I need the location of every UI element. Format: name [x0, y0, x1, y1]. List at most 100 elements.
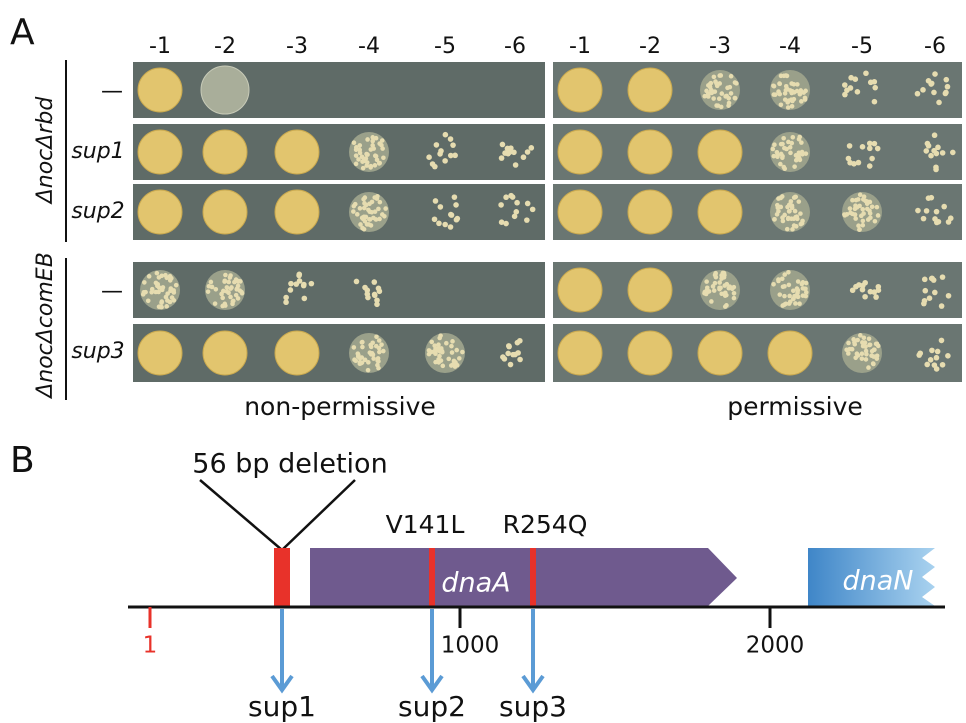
mutation-site	[429, 548, 435, 607]
colony	[366, 368, 371, 373]
colony	[436, 342, 441, 347]
spot	[628, 190, 672, 234]
plate-row	[553, 184, 962, 240]
colony	[508, 145, 514, 151]
colony	[371, 216, 376, 221]
colony	[876, 213, 881, 218]
mutation-label: V141L	[386, 510, 465, 539]
colony	[790, 206, 795, 211]
colony	[367, 209, 372, 214]
spot	[558, 130, 602, 174]
colony	[508, 362, 514, 368]
colony	[376, 286, 382, 292]
colony	[448, 224, 454, 230]
spot	[628, 130, 672, 174]
colony	[922, 277, 928, 283]
spot	[275, 130, 319, 174]
colony	[860, 287, 866, 293]
colony	[772, 142, 777, 147]
colony	[717, 96, 722, 101]
colony	[943, 77, 949, 83]
colony	[161, 285, 166, 290]
colony	[936, 100, 942, 106]
colony	[867, 336, 872, 341]
colony	[716, 103, 721, 108]
colony	[499, 155, 505, 161]
genotype: ΔnocΔrbd	[33, 96, 58, 206]
colony	[941, 204, 947, 210]
scale-label: 2000	[746, 633, 805, 659]
colony	[382, 214, 387, 219]
colony	[503, 194, 509, 200]
spot	[768, 331, 812, 375]
colony	[851, 337, 856, 342]
colony	[794, 224, 799, 229]
colony	[943, 90, 949, 96]
dilution-label: -5	[434, 34, 456, 59]
colony	[853, 216, 858, 221]
colony	[867, 163, 873, 169]
colony	[922, 288, 928, 294]
colony	[373, 163, 378, 168]
colony	[870, 204, 875, 209]
plate-row	[133, 124, 545, 180]
colony	[786, 105, 791, 110]
colony	[777, 292, 782, 297]
colony	[871, 362, 876, 367]
colony	[866, 365, 871, 370]
colony	[354, 162, 359, 167]
colony	[454, 348, 459, 353]
colony	[361, 197, 366, 202]
colony	[168, 274, 173, 279]
colony	[228, 295, 233, 300]
colony	[371, 279, 377, 285]
panel-label: A	[10, 12, 35, 53]
colony	[351, 209, 356, 214]
colony	[786, 98, 791, 103]
colony	[927, 295, 933, 301]
colony	[288, 281, 294, 287]
colony	[505, 351, 511, 357]
colony	[873, 294, 879, 300]
colony	[798, 211, 803, 216]
colony	[915, 91, 921, 97]
colony	[929, 276, 935, 282]
colony	[729, 91, 734, 96]
colony	[364, 152, 369, 157]
colony	[925, 141, 931, 147]
dilution-label: -2	[214, 34, 236, 59]
colony	[704, 279, 709, 284]
colony	[785, 74, 790, 79]
suppressor-label: sup2	[398, 690, 466, 723]
colony	[525, 149, 531, 155]
spot	[628, 268, 672, 312]
colony	[352, 140, 357, 145]
colony	[775, 154, 780, 159]
colony	[790, 227, 795, 232]
colony	[796, 279, 801, 284]
colony	[514, 200, 520, 206]
colony	[159, 300, 164, 305]
colony	[929, 348, 935, 354]
dilution-label: -5	[851, 34, 873, 59]
colony	[799, 99, 804, 104]
colony	[803, 286, 808, 291]
colony	[932, 71, 938, 77]
colony	[713, 79, 718, 84]
genotype: ΔnocΔcomEB	[33, 252, 58, 400]
colony	[375, 358, 380, 363]
colony	[214, 287, 219, 292]
colony	[372, 293, 378, 299]
colony	[920, 87, 926, 93]
colony	[727, 101, 732, 106]
dilution-label: -2	[639, 34, 661, 59]
colony	[792, 216, 797, 221]
colony	[708, 85, 713, 90]
spot	[275, 331, 319, 375]
colony	[872, 85, 878, 91]
colony	[717, 280, 722, 285]
colony	[844, 348, 849, 353]
plate-row	[553, 62, 962, 118]
spot	[138, 130, 182, 174]
colony	[165, 298, 170, 303]
